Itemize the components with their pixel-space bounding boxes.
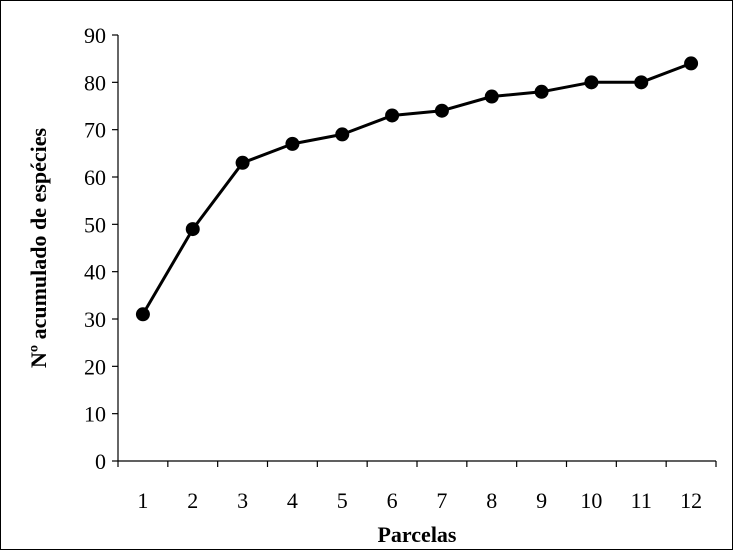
data-point [684,56,699,71]
data-point [135,307,150,322]
y-tick-label: 20 [84,354,106,379]
data-point [534,84,549,99]
y-tick-label: 0 [95,449,106,474]
x-tick-label: 7 [436,488,447,513]
y-tick-label: 60 [84,165,106,190]
y-tick-label: 30 [84,307,106,332]
data-point [434,103,449,118]
data-point [335,127,350,142]
x-tick-label: 1 [137,488,148,513]
axes [117,35,716,462]
data-point [185,222,200,237]
series-group [135,56,699,322]
data-point [285,136,300,151]
y-tick-label: 50 [84,212,106,237]
data-point [235,155,250,170]
y-tick-label: 80 [84,70,106,95]
y-tick-label: 40 [84,260,106,285]
data-point [634,75,649,90]
x-tick-label: 6 [387,488,398,513]
y-tick-label: 10 [84,402,106,427]
y-axis-title: Nº acumulado de espécies [26,128,51,369]
series-line [141,61,692,316]
x-axis-title: Parcelas [377,522,456,547]
x-tick-label: 5 [337,488,348,513]
y-tick-label: 90 [84,23,106,48]
x-tick-label: 11 [631,488,652,513]
x-tick-label: 4 [287,488,298,513]
x-tick-label: 9 [536,488,547,513]
x-tick-label: 8 [486,488,497,513]
x-tick-label: 10 [580,488,602,513]
y-axis-ticks: 0 10 20 30 40 50 60 70 80 90 [84,23,118,474]
y-tick-label: 70 [84,118,106,143]
x-tick-label: 12 [680,488,702,513]
data-point [584,75,599,90]
data-point [484,89,499,104]
x-tick-label: 2 [187,488,198,513]
x-tick-label: 3 [237,488,248,513]
x-axis-ticks: 1 2 3 4 5 6 7 8 9 10 11 12 [117,461,717,513]
data-point [385,108,400,123]
